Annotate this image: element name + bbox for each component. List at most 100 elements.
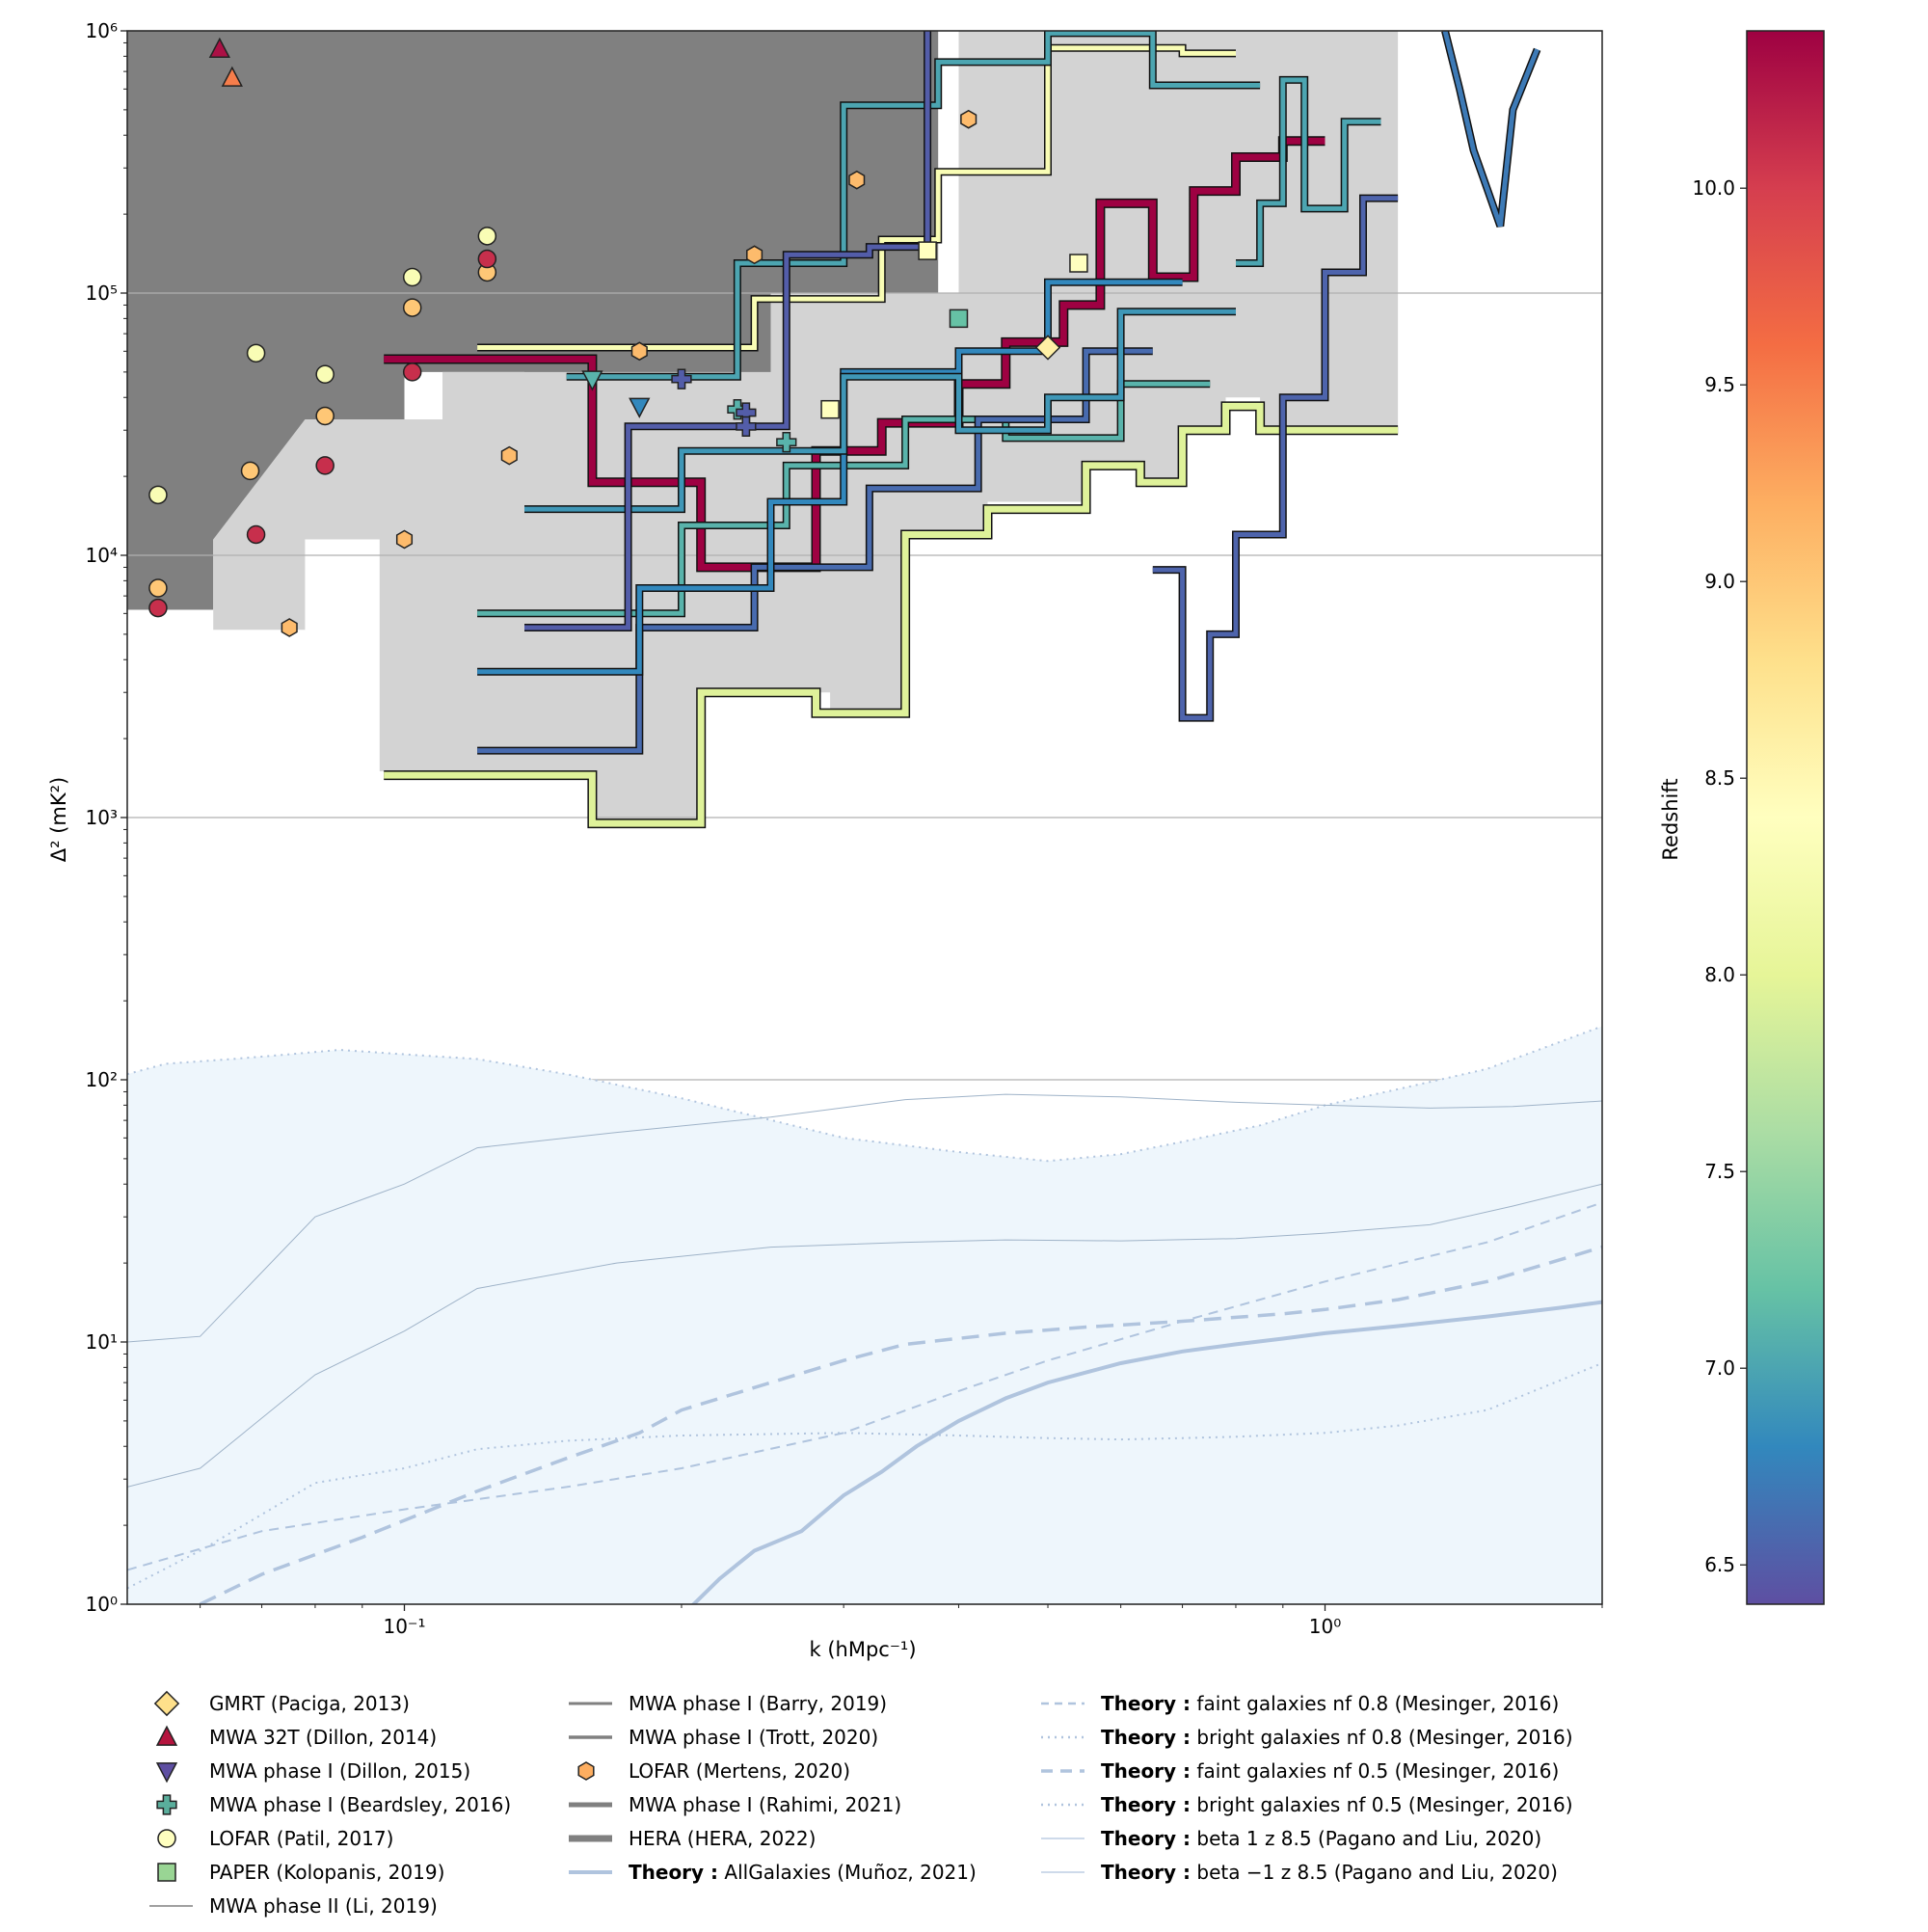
- series-line: [566, 31, 1261, 380]
- legend-entry-mwa-phase-ii-li-2019: MWA phase II (Li, 2019): [149, 1894, 438, 1918]
- legend-label: MWA phase I (Trott, 2020): [629, 1726, 878, 1749]
- y-tick-label: 10⁵: [86, 282, 118, 305]
- theory-curve-beta-1-z-8-5-pagano-and-liu-2020: [127, 1093, 1602, 1343]
- legend-entry-hera-hera-2022: HERA (HERA, 2022): [569, 1827, 816, 1850]
- legend-label-text: AllGalaxies (Muñoz, 2021): [718, 1861, 977, 1884]
- series-hera-very-high-k: [1441, 31, 1541, 228]
- series-lofar-mertens-2020-high-k: [1152, 194, 1399, 722]
- scatter-point: [736, 416, 757, 437]
- legend-entry-mwa-phase-i-beardsley-2016: MWA phase I (Beardsley, 2016): [156, 1793, 511, 1816]
- series-mwa-phase-i-barry-2019: [477, 380, 1211, 618]
- legend-entry-mwa-phase-i-trott-2020: MWA phase I (Trott, 2020): [569, 1726, 878, 1749]
- legend-label-bold: Theory :: [1101, 1827, 1191, 1850]
- colorbar-tick-label: 6.5: [1704, 1553, 1735, 1576]
- scatter-mwa-32t-dillon-2014: [208, 37, 230, 59]
- colorbar-label: Redshift: [1659, 778, 1682, 860]
- colorbar: [1746, 30, 1825, 1605]
- legend-entry-mwa-phase-i-rahimi-2021: MWA phase I (Rahimi, 2021): [569, 1793, 901, 1816]
- legend-marker: [155, 1725, 178, 1746]
- scatter-point: [148, 598, 168, 618]
- y-tick-label: 10²: [86, 1068, 118, 1091]
- legend-entry-paper-kolopanis-2019: PAPER (Kolopanis, 2019): [157, 1861, 444, 1884]
- legend-label: HERA (HERA, 2022): [629, 1827, 816, 1850]
- scatter-paper-kolopanis-2019: [949, 309, 969, 329]
- theory-region-fill: [127, 1026, 1602, 1604]
- legend-label: MWA phase I (Beardsley, 2016): [209, 1793, 511, 1816]
- scatter-point: [402, 298, 422, 317]
- scatter-paper-kolopanis-2019-z-8-4: [820, 241, 1088, 419]
- legend-marker: [157, 1829, 176, 1848]
- legend-entry-allgalaxies-mu-oz-2021: Theory : AllGalaxies (Muñoz, 2021): [569, 1861, 977, 1884]
- scatter-point: [240, 461, 260, 481]
- colorbar-tick-label: 8.0: [1704, 963, 1735, 986]
- legend-label-text: beta −1 z 8.5 (Pagano and Liu, 2020): [1191, 1861, 1558, 1884]
- scatter-point: [402, 362, 422, 382]
- series-mwa-phase-ii-li-2019: [477, 43, 1236, 352]
- legend-marker: [577, 1761, 595, 1781]
- scatter-point: [221, 66, 243, 87]
- legend-label: Theory : faint galaxies nf 0.8 (Mesinger…: [1101, 1692, 1559, 1715]
- scatter-point: [500, 445, 518, 466]
- legend-entry-faint-galaxies-nf-0-8-mesinger-2016: Theory : faint galaxies nf 0.8 (Mesinger…: [1041, 1692, 1559, 1715]
- legend-label-text: bright galaxies nf 0.5 (Mesinger, 2016): [1191, 1793, 1573, 1816]
- legend-entry-beta-1-z-8-5-pagano-and-liu-2020: Theory : beta −1 z 8.5 (Pagano and Liu, …: [1041, 1861, 1558, 1884]
- legend-label: MWA phase I (Barry, 2019): [629, 1692, 887, 1715]
- scatter-point: [246, 524, 266, 545]
- legend-entry-faint-galaxies-nf-0-5-mesinger-2016: Theory : faint galaxies nf 0.5 (Mesinger…: [1041, 1759, 1559, 1783]
- scatter-point: [671, 368, 692, 389]
- scatter-lofar-patil-2017-z-8-3: [148, 227, 497, 505]
- scatter-point: [402, 267, 422, 287]
- legend-label: LOFAR (Mertens, 2020): [629, 1759, 850, 1783]
- scatter-point: [148, 578, 168, 598]
- colorbar-tick-label: 7.5: [1704, 1160, 1735, 1183]
- legend-entry-mwa-phase-i-barry-2019: MWA phase I (Barry, 2019): [569, 1692, 887, 1715]
- series-line: [477, 381, 1211, 616]
- y-axis-label: Δ² (mK²): [47, 777, 70, 863]
- scatter-point: [315, 406, 335, 426]
- legend-label-bold: Theory :: [1101, 1692, 1191, 1715]
- series-hera-hera-2022: [384, 136, 1326, 573]
- scatter-point: [477, 227, 497, 246]
- series-line: [384, 402, 1399, 827]
- legend-label-text: beta 1 z 8.5 (Pagano and Liu, 2020): [1191, 1827, 1541, 1850]
- scatter-mwa-phase-i-dillon-2015-z-6-8: [629, 397, 651, 418]
- scatter-point: [848, 170, 866, 190]
- scatter-point: [949, 309, 969, 329]
- theory-curve-faint-galaxies-nf-0-5-mesinger-2016: [199, 1245, 1602, 1604]
- series-line: [384, 137, 1326, 571]
- scatter-point: [1034, 335, 1061, 361]
- scatter-point: [315, 364, 335, 385]
- scatter-lofar-patil-2017-z-9-0: [148, 262, 497, 598]
- legend-label: Theory : beta −1 z 8.5 (Pagano and Liu, …: [1101, 1861, 1558, 1884]
- series-mwa-phase-i-rahimi-2021-z-7-5: [566, 31, 1261, 381]
- legend-label: MWA phase I (Rahimi, 2021): [629, 1793, 901, 1816]
- scatter-point: [630, 341, 648, 362]
- scatter-lofar-patil-2017-z-10-1: [148, 249, 497, 618]
- scatter-mwa-phase-i-beardsley-2016-z-6-5: [671, 368, 757, 437]
- scatter-lofar-mertens-2020: [281, 109, 977, 637]
- legend-label: Theory : beta 1 z 8.5 (Pagano and Liu, 2…: [1101, 1827, 1541, 1850]
- legend-entry-mwa-32t-dillon-2014: MWA 32T (Dillon, 2014): [155, 1725, 437, 1749]
- y-tick-label: 10¹: [86, 1330, 118, 1354]
- legend-label-text: faint galaxies nf 0.5 (Mesinger, 2016): [1191, 1759, 1559, 1783]
- series-line: [524, 31, 930, 631]
- colorbar-tick-label: 7.0: [1704, 1356, 1735, 1380]
- colorbar-tick-label: 10.0: [1692, 176, 1735, 200]
- scatter-mwa-32t-dillon-2014-z-9-5: [221, 66, 243, 87]
- theory-curve-faint-galaxies-nf-0-8-mesinger-2016: [127, 1201, 1602, 1571]
- series-line: [1152, 196, 1399, 721]
- legend-entry-lofar-mertens-2020: LOFAR (Mertens, 2020): [577, 1759, 850, 1783]
- legend-entry-beta-1-z-8-5-pagano-and-liu-2020: Theory : beta 1 z 8.5 (Pagano and Liu, 2…: [1041, 1827, 1541, 1850]
- scatter-point: [148, 485, 168, 505]
- theory-curve-bright-galaxies-nf-0-5-mesinger-2016: [127, 1362, 1602, 1590]
- scatter-point: [1069, 254, 1088, 273]
- legend-entry-mwa-phase-i-dillon-2015: MWA phase I (Dillon, 2015): [155, 1759, 470, 1784]
- legend-label-bold: Theory :: [1101, 1726, 1191, 1749]
- scatter-point: [820, 399, 840, 419]
- theory-curve-beta-1-z-8-5-pagano-and-liu-2020: [127, 1183, 1602, 1488]
- scatter-point: [395, 529, 414, 550]
- y-tick-label: 10³: [86, 806, 118, 829]
- scatter-point: [746, 245, 763, 265]
- legend-label-bold: Theory :: [1101, 1861, 1191, 1884]
